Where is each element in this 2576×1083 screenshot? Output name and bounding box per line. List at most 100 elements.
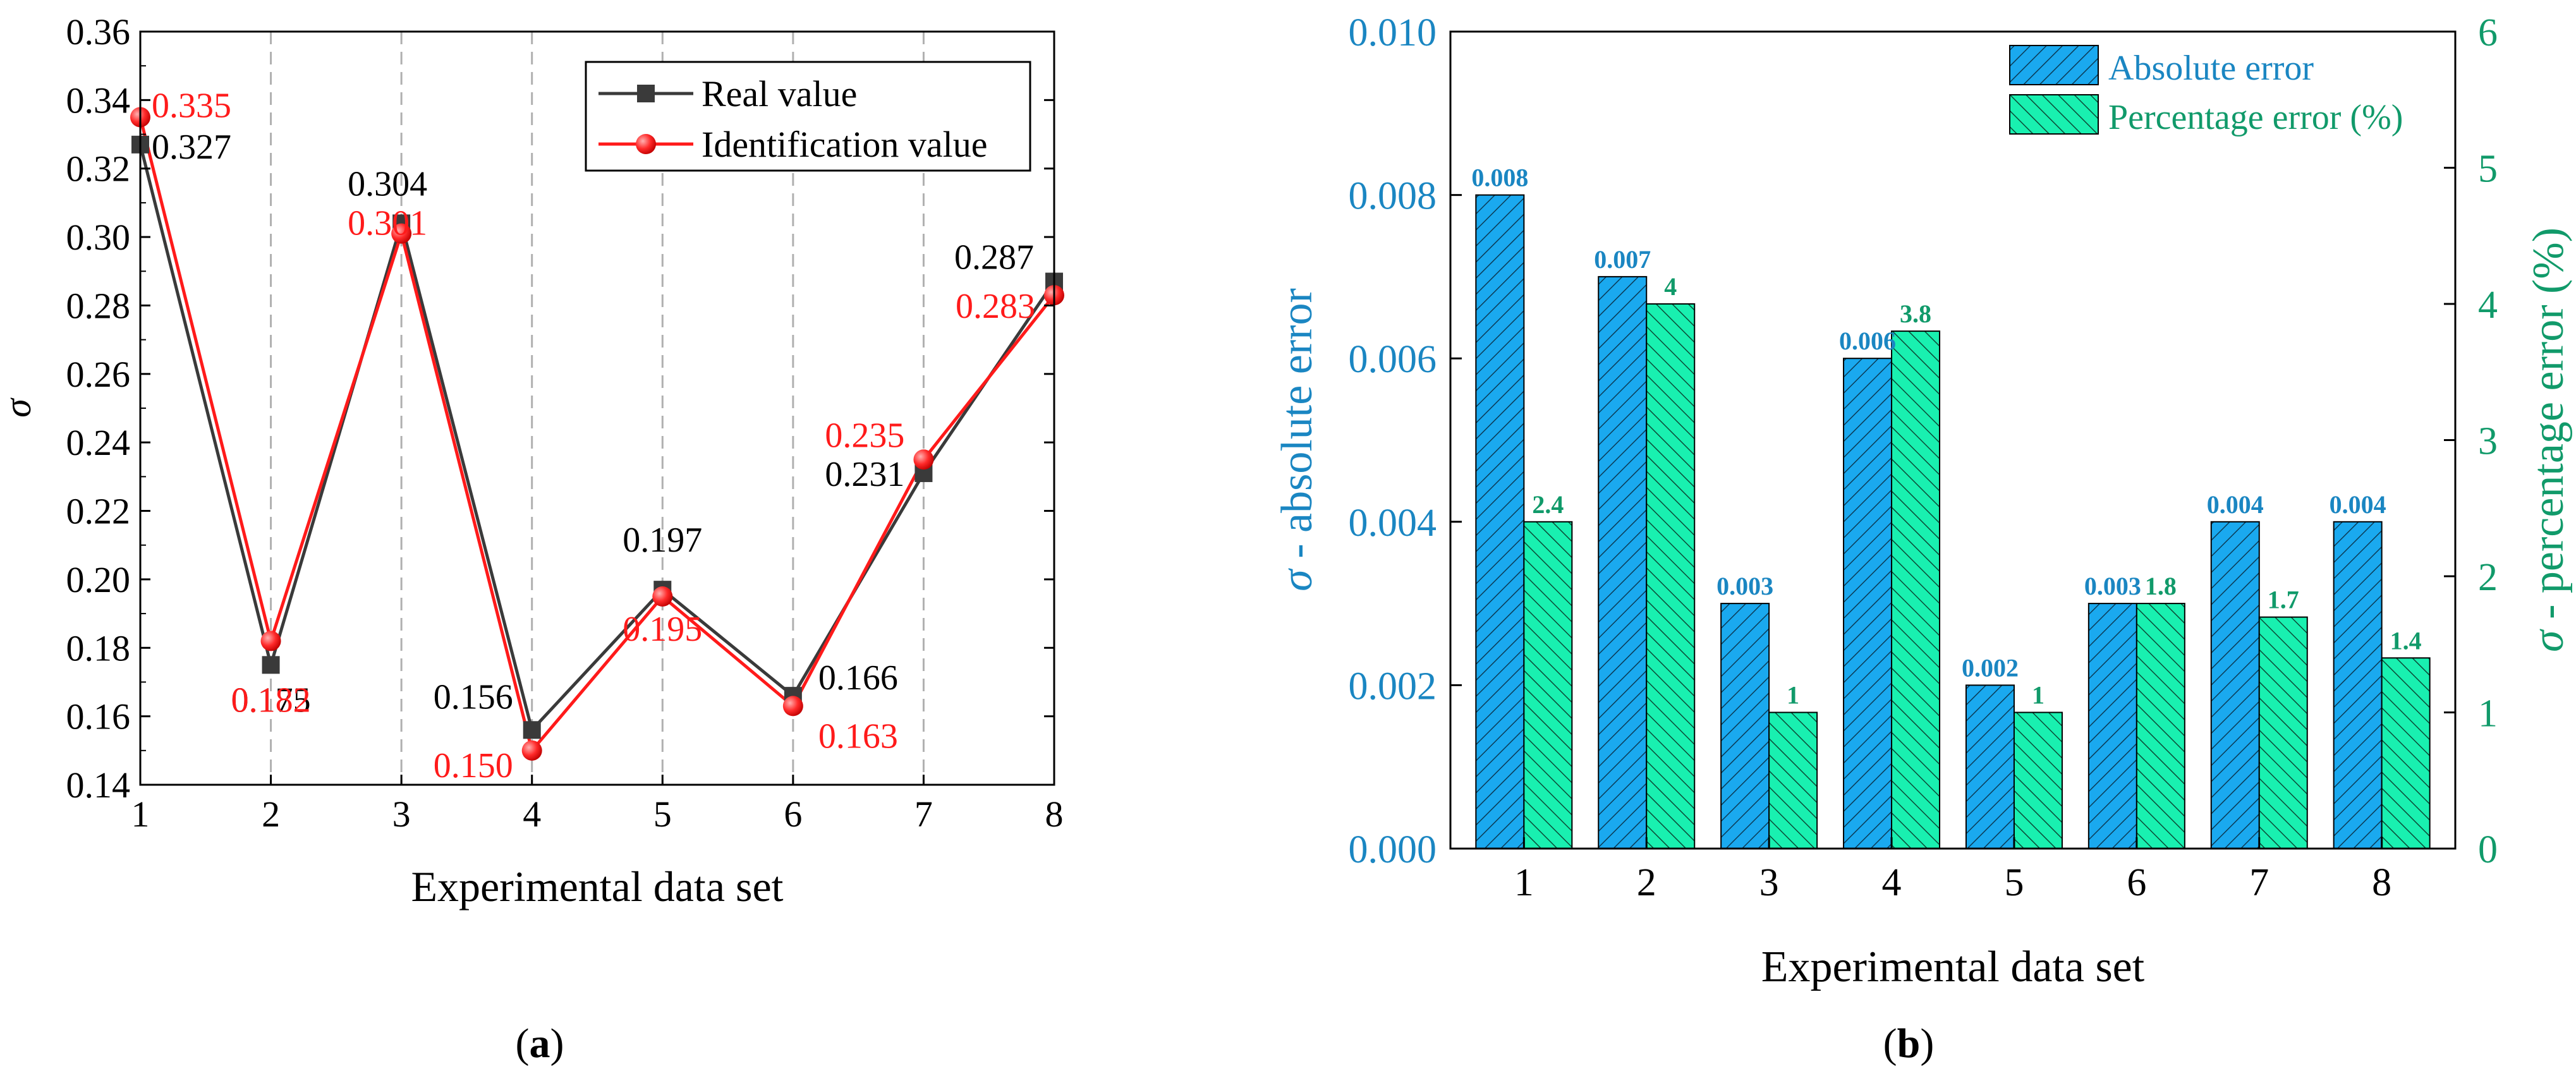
- x-axis-label: Experimental data set: [411, 862, 783, 911]
- x-tick-label: 3: [1759, 861, 1779, 904]
- y-right-tick-label: 1: [2478, 693, 2498, 735]
- y-tick-label: 0.32: [66, 148, 131, 190]
- legend: Real value Identification value: [585, 61, 1031, 172]
- value-label-identification: 0.335: [152, 86, 231, 125]
- bar-label-percentage: 1.8: [2145, 572, 2177, 600]
- y-right-tick-label: 4: [2478, 284, 2498, 327]
- point-identification: [391, 223, 412, 244]
- y-axis-label: σ: [0, 397, 39, 418]
- point-identification: [652, 586, 673, 607]
- x-tick-label: 5: [2004, 861, 2024, 904]
- y-right-tick-label: 0: [2478, 828, 2498, 871]
- bar-absolute-error: [2087, 603, 2137, 849]
- y-tick-label: 0.22: [66, 491, 131, 532]
- bar-label-percentage: 3.8: [1900, 299, 1931, 328]
- x-axis: 1 2 3 4 5 6 7 8: [1514, 837, 2391, 904]
- y-tick-label: 0.14: [66, 765, 131, 806]
- value-label-identification: 0.163: [818, 717, 898, 756]
- y-left-tick-label: 0.010: [1349, 11, 1437, 54]
- bar-label-absolute: 0.006: [1839, 327, 1896, 355]
- bar-absolute-error: [1598, 275, 1648, 849]
- bar-label-absolute: 0.004: [2207, 490, 2264, 519]
- point-identification: [782, 696, 803, 717]
- bar-percentage-error: [2381, 657, 2431, 850]
- value-label-real: 0.304: [348, 164, 427, 203]
- bar-absolute-error: [1475, 194, 1525, 850]
- value-label-real: 0.327: [152, 128, 231, 167]
- bar-label-absolute: 0.007: [1594, 245, 1651, 274]
- value-label-real: 0.197: [623, 521, 702, 560]
- x-tick-label: 5: [653, 794, 672, 835]
- line-series: [130, 107, 1064, 761]
- value-label-real: 0.156: [434, 677, 513, 717]
- right-y-axis: 0 1 2 3 4 5 6: [2444, 11, 2498, 871]
- x-axis: 1 2 3 4 5 6 7 8: [131, 775, 1064, 835]
- value-label-real: 0.175: [231, 681, 311, 720]
- legend-label-real: Real value: [702, 73, 857, 114]
- x-tick-label: 8: [1045, 794, 1064, 835]
- value-label-identification: 0.150: [434, 746, 513, 785]
- point-identification: [913, 449, 934, 470]
- y-tick-label: 0.24: [66, 422, 131, 463]
- y-left-tick-label: 0.004: [1349, 502, 1437, 545]
- y-right-tick-label: 6: [2478, 11, 2498, 54]
- value-label-real: 0.231: [825, 455, 904, 494]
- x-axis-label: Experimental data set: [1761, 943, 2145, 991]
- x-tick-label: 7: [914, 794, 933, 835]
- value-label-identification: 0.283: [956, 287, 1035, 326]
- point-identification: [260, 631, 281, 651]
- bar-label-percentage: 1.4: [2390, 626, 2422, 655]
- bars: [1475, 194, 2431, 850]
- left-y-axis-label: σ - absolute error: [1273, 288, 1321, 591]
- legend-entry-absolute: Absolute error: [2009, 45, 2314, 88]
- series-line-real: [138, 144, 1056, 732]
- y-tick-label: 0.20: [66, 559, 131, 600]
- legend-label-absolute: Absolute error: [2108, 49, 2314, 88]
- bar-absolute-error: [1843, 358, 1893, 849]
- x-tick-label: 6: [784, 794, 802, 835]
- bar-label-absolute: 0.002: [1962, 653, 2019, 682]
- y-left-tick-label: 0.000: [1349, 828, 1437, 871]
- bar-percentage-error: [1523, 521, 1573, 849]
- series-line-identification: [138, 116, 1055, 753]
- x-tick-label: 2: [262, 794, 280, 835]
- bar-percentage-error: [1768, 711, 1818, 849]
- value-label-identification: 0.301: [348, 204, 427, 243]
- bar-label-percentage: 1: [2032, 681, 2044, 710]
- bar-label-absolute: 0.003: [2084, 572, 2141, 600]
- bar-percentage-error: [2258, 616, 2308, 850]
- y-tick-label: 0.18: [66, 627, 131, 669]
- x-tick-label: 3: [392, 794, 411, 835]
- y-left-tick-label: 0.008: [1349, 175, 1437, 218]
- x-tick-label: 2: [1637, 861, 1656, 904]
- panel-label-a: (a): [516, 1020, 564, 1067]
- bar-label-percentage: 4: [1664, 272, 1677, 301]
- legend-entry-percentage: Percentage error (%): [2009, 94, 2403, 137]
- legend-label-identification: Identification value: [702, 124, 988, 165]
- bar-percentage-error: [2136, 603, 2185, 849]
- value-label-real: 0.166: [818, 658, 898, 698]
- legend-swatch-percentage: [2009, 94, 2099, 135]
- y-tick-label: 0.28: [66, 285, 131, 326]
- y-tick-label: 0.26: [66, 354, 131, 395]
- y-tick-label: 0.30: [66, 217, 131, 258]
- point-real: [523, 721, 541, 739]
- bar-absolute-error: [2210, 521, 2260, 849]
- legend-box: [585, 61, 1031, 172]
- bar-percentage-error: [2013, 711, 2063, 849]
- value-label-identification: 0.182: [231, 681, 311, 720]
- value-label-real: 0.287: [954, 238, 1034, 277]
- data-labels: 0.327 0.175 0.304 0.156 0.197 0.166 0.231 0.287…: [152, 86, 1035, 785]
- bar-label-percentage: 1: [1787, 681, 1799, 710]
- value-label-identification: 0.195: [623, 610, 702, 649]
- x-tick-label: 6: [2127, 861, 2146, 904]
- y-right-tick-label: 2: [2478, 556, 2498, 599]
- legend-marker-square: [637, 85, 655, 102]
- y-tick-label: 0.34: [66, 80, 131, 121]
- legend-entry-identification: Identification value: [598, 124, 988, 165]
- bar-absolute-error: [1720, 603, 1770, 849]
- y-tick-label: 0.16: [66, 696, 131, 737]
